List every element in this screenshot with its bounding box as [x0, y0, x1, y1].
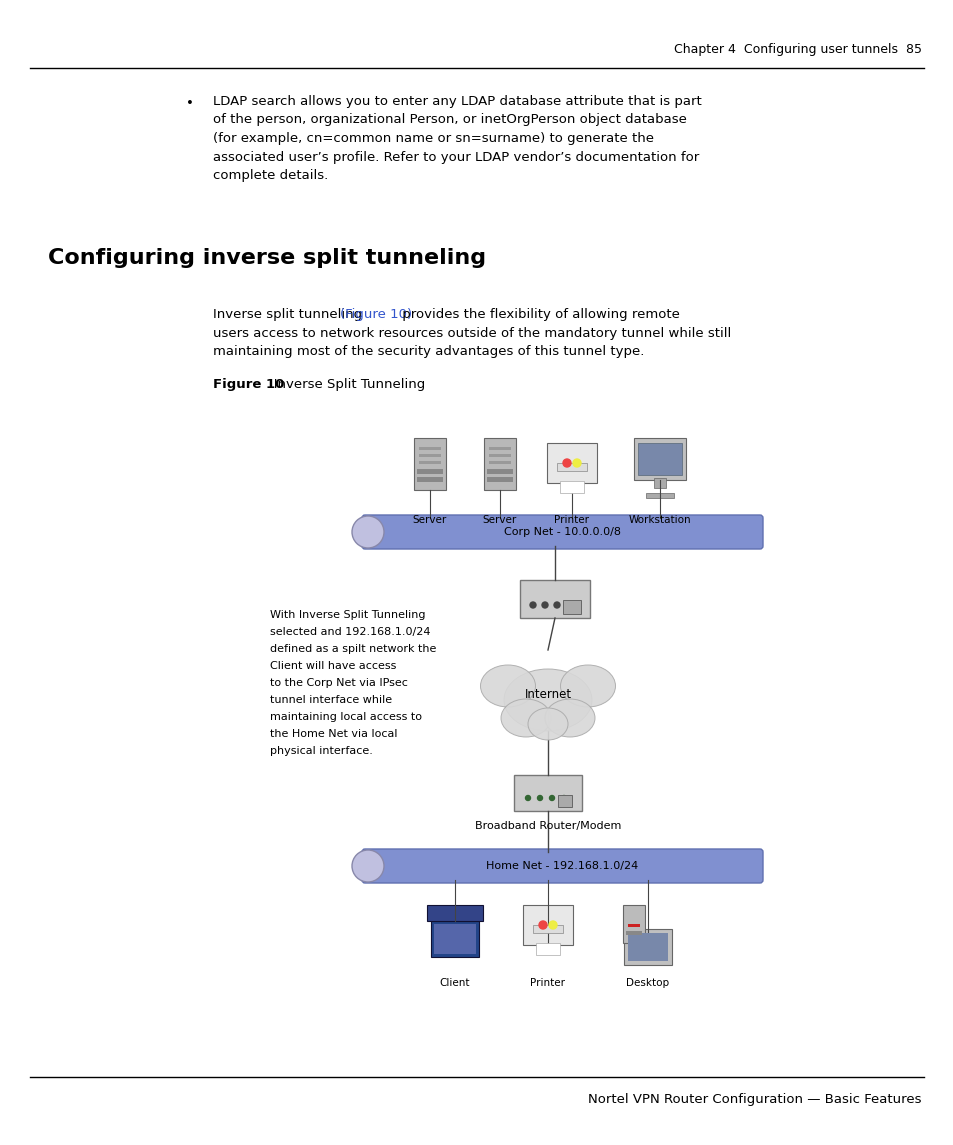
- FancyBboxPatch shape: [514, 775, 581, 811]
- Text: •: •: [186, 97, 193, 110]
- Circle shape: [573, 459, 580, 467]
- Circle shape: [548, 921, 557, 929]
- Circle shape: [352, 516, 384, 548]
- Text: Server: Server: [413, 515, 447, 526]
- Text: (Figure 10): (Figure 10): [340, 308, 412, 321]
- Text: Home Net - 192.168.1.0/24: Home Net - 192.168.1.0/24: [486, 861, 638, 871]
- Text: Client will have access: Client will have access: [270, 661, 395, 671]
- FancyBboxPatch shape: [414, 439, 446, 490]
- FancyBboxPatch shape: [654, 477, 665, 488]
- Text: (for example, cn=common name or sn=surname) to generate the: (for example, cn=common name or sn=surna…: [213, 132, 654, 145]
- Circle shape: [530, 602, 536, 608]
- Text: Printer: Printer: [530, 978, 565, 988]
- Text: LDAP search allows you to enter any LDAP database attribute that is part: LDAP search allows you to enter any LDAP…: [213, 95, 701, 108]
- FancyBboxPatch shape: [562, 600, 580, 614]
- Text: Internet: Internet: [524, 688, 571, 702]
- FancyBboxPatch shape: [645, 493, 673, 498]
- Circle shape: [525, 796, 530, 800]
- FancyBboxPatch shape: [489, 447, 511, 450]
- FancyBboxPatch shape: [416, 477, 442, 482]
- FancyBboxPatch shape: [557, 463, 586, 471]
- Circle shape: [554, 602, 559, 608]
- Text: Inverse Split Tunneling: Inverse Split Tunneling: [260, 378, 424, 390]
- FancyBboxPatch shape: [622, 905, 644, 943]
- Text: Chapter 4  Configuring user tunnels  85: Chapter 4 Configuring user tunnels 85: [673, 44, 921, 56]
- FancyBboxPatch shape: [489, 455, 511, 457]
- Circle shape: [562, 459, 571, 467]
- Text: complete details.: complete details.: [213, 169, 328, 182]
- Text: maintaining most of the security advantages of this tunnel type.: maintaining most of the security advanta…: [213, 345, 643, 358]
- FancyBboxPatch shape: [483, 439, 516, 490]
- Ellipse shape: [527, 708, 567, 740]
- Circle shape: [541, 602, 547, 608]
- Text: Nortel VPN Router Configuration — Basic Features: Nortel VPN Router Configuration — Basic …: [588, 1093, 921, 1106]
- Ellipse shape: [503, 669, 592, 731]
- FancyBboxPatch shape: [627, 924, 639, 927]
- FancyBboxPatch shape: [418, 447, 440, 450]
- FancyBboxPatch shape: [361, 515, 762, 548]
- Text: provides the flexibility of allowing remote: provides the flexibility of allowing rem…: [398, 308, 679, 321]
- FancyBboxPatch shape: [558, 795, 572, 807]
- FancyBboxPatch shape: [427, 905, 482, 921]
- Ellipse shape: [544, 698, 595, 737]
- FancyBboxPatch shape: [533, 925, 562, 933]
- Text: defined as a spilt network the: defined as a spilt network the: [270, 643, 436, 654]
- Text: Figure 10: Figure 10: [213, 378, 284, 390]
- FancyBboxPatch shape: [634, 439, 685, 480]
- FancyBboxPatch shape: [434, 924, 476, 954]
- FancyBboxPatch shape: [623, 929, 671, 965]
- Text: maintaining local access to: maintaining local access to: [270, 712, 421, 722]
- FancyBboxPatch shape: [546, 443, 597, 483]
- Text: Printer: Printer: [554, 515, 589, 526]
- Circle shape: [537, 796, 542, 800]
- Ellipse shape: [500, 698, 551, 737]
- Ellipse shape: [480, 665, 535, 706]
- FancyBboxPatch shape: [416, 469, 442, 474]
- Text: to the Corp Net via IPsec: to the Corp Net via IPsec: [270, 678, 408, 688]
- FancyBboxPatch shape: [536, 943, 559, 955]
- FancyBboxPatch shape: [522, 905, 573, 945]
- Circle shape: [538, 921, 546, 929]
- Circle shape: [565, 602, 572, 608]
- FancyBboxPatch shape: [519, 581, 589, 618]
- FancyBboxPatch shape: [418, 461, 440, 464]
- Ellipse shape: [560, 665, 615, 706]
- FancyBboxPatch shape: [627, 933, 667, 961]
- Text: Client: Client: [439, 978, 470, 988]
- FancyBboxPatch shape: [489, 461, 511, 464]
- Text: users access to network resources outside of the mandatory tunnel while still: users access to network resources outsid…: [213, 326, 731, 340]
- FancyBboxPatch shape: [486, 477, 513, 482]
- FancyBboxPatch shape: [486, 469, 513, 474]
- Text: Desktop: Desktop: [626, 978, 669, 988]
- Text: of the person, organizational Person, or inetOrgPerson object database: of the person, organizational Person, or…: [213, 113, 686, 126]
- FancyBboxPatch shape: [431, 921, 478, 957]
- Circle shape: [352, 850, 384, 882]
- Text: Broadband Router/Modem: Broadband Router/Modem: [475, 821, 620, 831]
- Text: With Inverse Split Tunneling: With Inverse Split Tunneling: [270, 610, 425, 619]
- Text: selected and 192.168.1.0/24: selected and 192.168.1.0/24: [270, 627, 430, 637]
- Text: physical interface.: physical interface.: [270, 747, 373, 756]
- Text: Workstation: Workstation: [628, 515, 691, 526]
- FancyBboxPatch shape: [625, 931, 641, 935]
- Text: associated user’s profile. Refer to your LDAP vendor’s documentation for: associated user’s profile. Refer to your…: [213, 150, 699, 164]
- Text: tunnel interface while: tunnel interface while: [270, 695, 392, 705]
- Text: Configuring inverse split tunneling: Configuring inverse split tunneling: [48, 248, 486, 268]
- Text: the Home Net via local: the Home Net via local: [270, 729, 397, 739]
- Circle shape: [561, 796, 566, 800]
- FancyBboxPatch shape: [559, 481, 583, 493]
- FancyBboxPatch shape: [361, 848, 762, 883]
- Text: Inverse split tunneling: Inverse split tunneling: [213, 308, 366, 321]
- FancyBboxPatch shape: [418, 455, 440, 457]
- Circle shape: [549, 796, 554, 800]
- FancyBboxPatch shape: [638, 443, 681, 475]
- Text: Server: Server: [482, 515, 517, 526]
- Text: Corp Net - 10.0.0.0/8: Corp Net - 10.0.0.0/8: [503, 527, 620, 537]
